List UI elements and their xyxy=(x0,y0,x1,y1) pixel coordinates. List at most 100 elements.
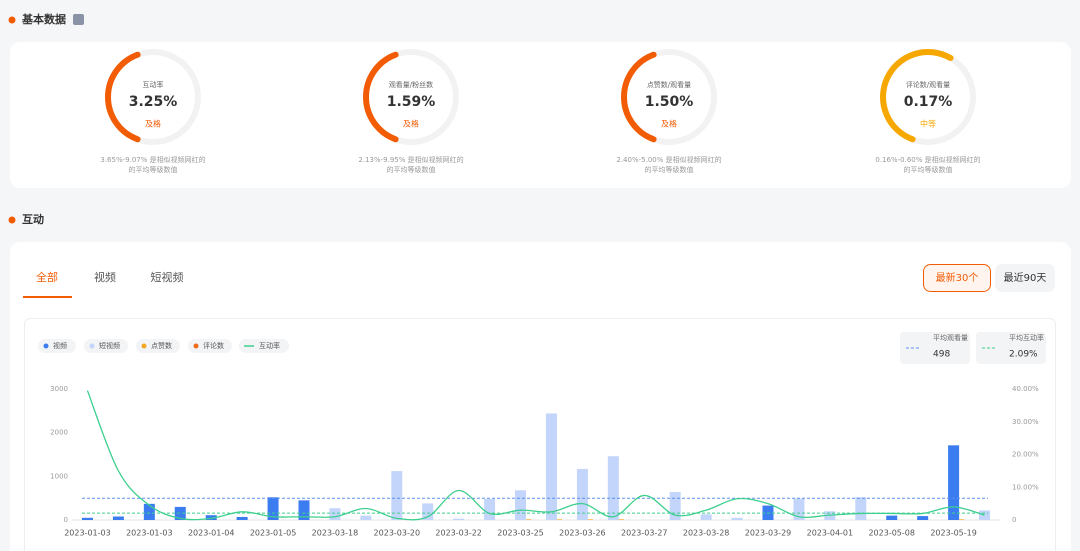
gauge-value: 1.59% xyxy=(387,94,436,110)
bar xyxy=(793,498,805,520)
button[interactable] xyxy=(923,264,991,292)
x-tick-label: 2023-01-03 xyxy=(126,529,173,538)
bar xyxy=(298,500,310,520)
bar xyxy=(948,445,960,520)
bar xyxy=(236,516,248,520)
x-tick-label: 2023-05-08 xyxy=(868,529,915,538)
legend-label: 视频 xyxy=(53,341,67,350)
legend-label: 点赞数 xyxy=(151,341,172,350)
tab[interactable]: 全部 xyxy=(36,270,58,284)
x-tick-label: 2023-03-27 xyxy=(621,529,668,538)
section-title: 基本数据 xyxy=(21,12,66,26)
legend-swatch xyxy=(193,343,199,349)
x-tick-label: 2023-03-29 xyxy=(745,529,792,538)
legend-swatch xyxy=(43,343,49,349)
x-tick-label: 2023-04-01 xyxy=(807,529,854,538)
bar xyxy=(329,508,341,520)
gauge-label: 点赞数/观看量 xyxy=(647,80,691,89)
bar xyxy=(917,516,929,520)
stat-box xyxy=(976,332,1046,364)
gauge-desc: 2.13%-9.95% 是相似视频网红的 xyxy=(358,155,463,164)
card xyxy=(10,42,1071,188)
bar xyxy=(112,516,124,520)
stat-box xyxy=(900,332,970,364)
tab[interactable]: 视频 xyxy=(94,270,116,284)
button-label: 最近90天 xyxy=(1004,271,1047,284)
legend-item[interactable] xyxy=(136,339,180,353)
legend-swatch xyxy=(141,343,147,349)
bar xyxy=(143,503,155,520)
gauge-label: 互动率 xyxy=(143,80,164,89)
x-tick-label: 2023-03-26 xyxy=(559,529,606,538)
bar xyxy=(855,497,867,520)
x-tick-label: 2023-03-20 xyxy=(374,529,421,538)
bar xyxy=(669,492,681,520)
legend-item[interactable] xyxy=(84,339,128,353)
x-tick-label: 2023-01-04 xyxy=(188,529,235,538)
y2-tick-label: 30.00% xyxy=(1012,418,1039,426)
tab[interactable]: 短视频 xyxy=(151,270,184,284)
y2-tick-label: 10.00% xyxy=(1012,483,1039,491)
bar xyxy=(700,514,712,520)
gauge-value: 0.17% xyxy=(904,94,953,110)
legend-item[interactable] xyxy=(38,339,76,353)
gauge-label: 评论数/观看量 xyxy=(906,80,950,89)
chart-panel xyxy=(24,318,1056,551)
bar xyxy=(81,517,93,520)
bar xyxy=(979,510,991,520)
bar xyxy=(545,413,557,520)
y2-tick-label: 20.00% xyxy=(1012,451,1039,459)
y-tick-label: 2000 xyxy=(50,429,68,437)
gauge-arc xyxy=(363,51,399,143)
stat-label: 平均互动率 xyxy=(1009,333,1044,342)
gauge-desc: 3.65%-9.07% 是相似视频网红的 xyxy=(100,155,205,164)
bar xyxy=(576,468,588,520)
button-label: 最新30个 xyxy=(936,271,979,284)
legend-label: 短视频 xyxy=(99,341,120,350)
bar xyxy=(886,515,898,520)
x-tick-label: 2023-03-28 xyxy=(683,529,730,538)
y-tick-label: 3000 xyxy=(50,385,68,393)
bar xyxy=(515,490,527,520)
button[interactable] xyxy=(995,264,1055,292)
dot xyxy=(8,16,16,24)
gauge-value: 3.25% xyxy=(129,94,178,110)
section-title: 互动 xyxy=(22,212,44,226)
gauge-rating: 及格 xyxy=(145,119,161,129)
x-tick-label: 2023-03-22 xyxy=(435,529,482,538)
gauge-arc xyxy=(105,51,141,143)
bar xyxy=(587,519,593,520)
legend-swatch xyxy=(89,343,95,349)
bar xyxy=(453,518,465,520)
x-tick-label: 2023-03-18 xyxy=(312,529,359,538)
bar xyxy=(174,506,186,520)
gauge-desc: 0.16%-0.60% 是相似视频网红的 xyxy=(875,155,980,164)
legend-item[interactable] xyxy=(188,339,232,353)
icon[interactable] xyxy=(73,14,84,25)
bar xyxy=(484,499,496,520)
legend-item[interactable] xyxy=(239,339,289,353)
y2-tick-label: 40.00% xyxy=(1012,385,1039,393)
line xyxy=(86,390,985,521)
x-tick-label: 2023-01-05 xyxy=(250,529,297,538)
stat-label: 平均观看量 xyxy=(933,333,968,342)
x-tick-label: 2023-03-25 xyxy=(497,529,544,538)
legend-label: 互动率 xyxy=(259,341,280,350)
y-tick-label: 0 xyxy=(64,516,68,524)
bar xyxy=(618,519,624,520)
bar xyxy=(267,497,279,520)
stat-value: 498 xyxy=(933,350,950,360)
gauge-label: 观看量/粉丝数 xyxy=(389,80,433,89)
stat-value: 2.09% xyxy=(1009,350,1038,360)
bar xyxy=(731,517,743,520)
bar xyxy=(959,519,965,520)
dot xyxy=(8,216,16,224)
bar xyxy=(360,515,372,520)
gauge-value: 1.50% xyxy=(645,94,694,110)
bar xyxy=(205,515,217,520)
gauge-desc: 的平均等级数值 xyxy=(645,165,694,174)
y2-tick-label: 0 xyxy=(1012,516,1016,524)
gauge-arc xyxy=(880,49,954,143)
gauge-rating: 及格 xyxy=(403,119,419,129)
gauge-desc: 2.40%-5.00% 是相似视频网红的 xyxy=(616,155,721,164)
